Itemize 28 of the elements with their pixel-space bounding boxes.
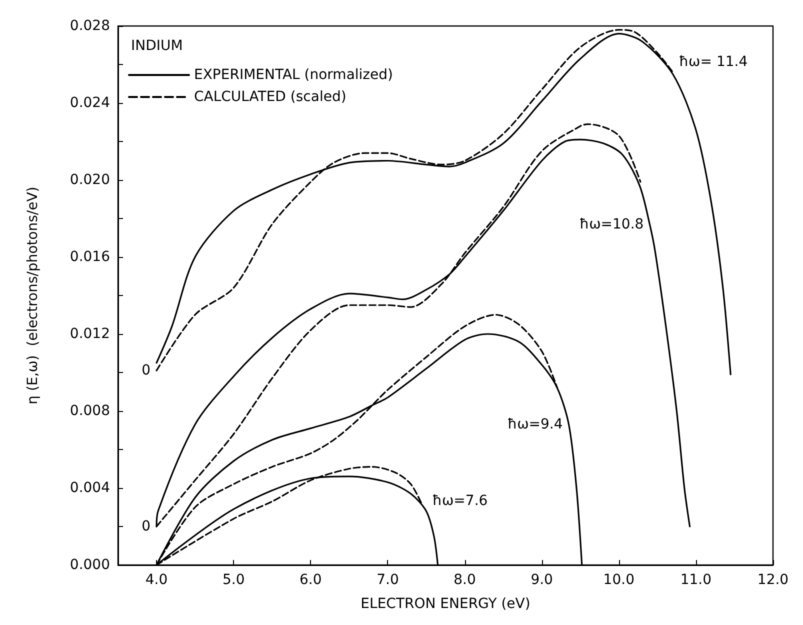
legend-title: INDIUM: [131, 38, 183, 54]
annotation: 0: [142, 518, 151, 534]
x-axis-title: ELECTRON ENERGY (eV): [360, 596, 530, 612]
x-tick-label: 4.0: [145, 572, 168, 588]
x-tick-label: 7.0: [376, 572, 399, 588]
annotation: ħω= 11.4: [678, 54, 748, 70]
y-tick-label: 0.012: [70, 326, 110, 342]
x-tick-label: 12.0: [757, 572, 789, 588]
x-tick-label: 9.0: [530, 572, 553, 588]
x-tick-label: 11.0: [680, 572, 712, 588]
legend-label: EXPERIMENTAL (normalized): [194, 67, 393, 83]
y-tick-label: 0.016: [70, 249, 110, 265]
legend-label: CALCULATED (scaled): [194, 89, 346, 105]
y-axis-title: η (E,ω) (electrons/photons/eV): [25, 186, 41, 404]
x-tick-label: 10.0: [603, 572, 634, 588]
x-tick-label: 5.0: [222, 572, 245, 588]
y-tick-label: 0.008: [70, 403, 110, 419]
annotation: ħω=7.6: [432, 493, 488, 510]
x-tick-label: 6.0: [300, 572, 322, 588]
y-tick-label: 0.028: [70, 18, 110, 34]
y-tick-label: 0.004: [70, 480, 110, 496]
annotation: ħω=10.8: [579, 216, 644, 232]
y-tick-label: 0.024: [70, 95, 110, 111]
x-tick-label: 8.0: [454, 572, 476, 588]
annotation: ħω=9.4: [507, 416, 563, 432]
y-tick-label: 0.020: [70, 172, 110, 188]
y-tick-label: 0.000: [70, 557, 110, 573]
annotation: 0: [142, 362, 151, 379]
